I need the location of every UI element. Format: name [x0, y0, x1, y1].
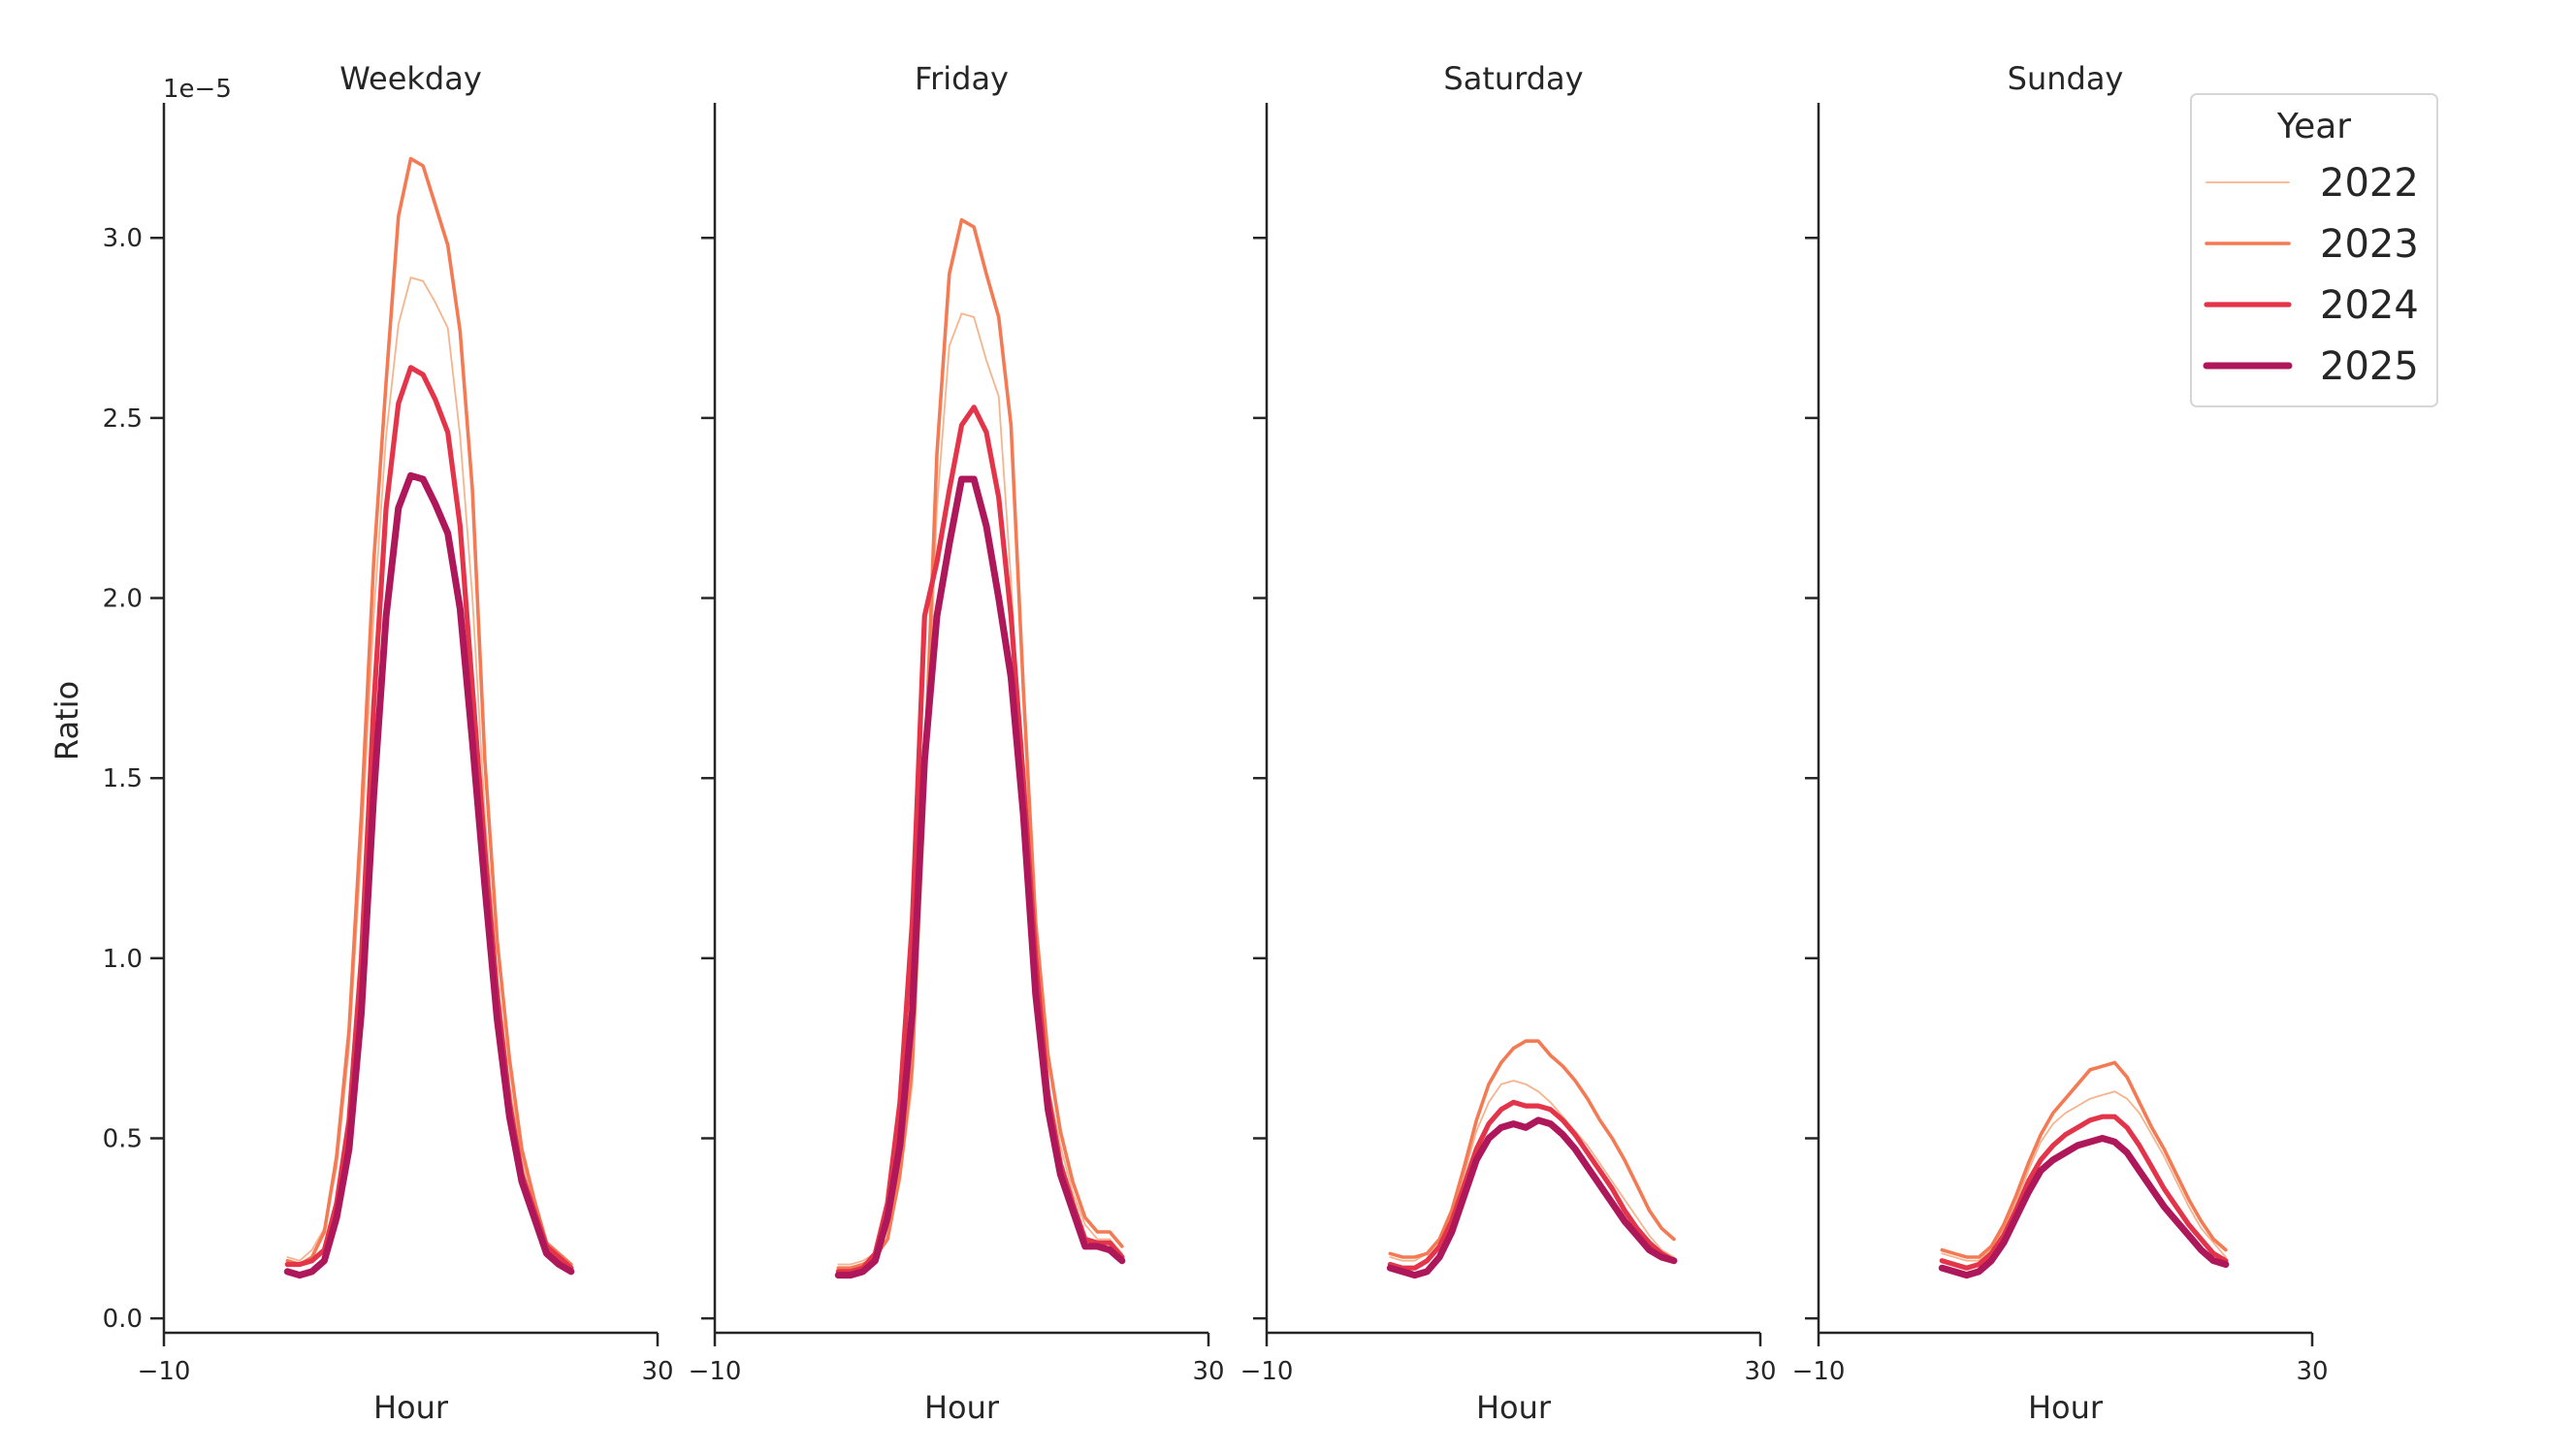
x-tick-label: 30 [1192, 1357, 1224, 1386]
series-line-saturday-2025 [1386, 1116, 1678, 1279]
series-line-sunday-2023 [1940, 1060, 2228, 1259]
panel-title: Sunday [2008, 60, 2124, 97]
y-offset-label: 1e−5 [163, 75, 232, 104]
y-tick-label: 2.0 [103, 585, 143, 614]
series-line-friday-2023 [836, 217, 1124, 1270]
series-line-friday-2024 [835, 404, 1125, 1275]
legend-label-2024: 2024 [2320, 283, 2419, 328]
series-line-saturday-2023 [1388, 1039, 1676, 1259]
x-tick-label: −10 [138, 1357, 191, 1386]
y-tick-label: 3.0 [103, 224, 143, 253]
series-line-friday-2022 [837, 312, 1123, 1266]
series-line-sunday-2025 [1938, 1135, 2230, 1279]
series-line-weekday-2022 [286, 276, 572, 1266]
series-line-weekday-2025 [283, 471, 575, 1279]
x-axis-label: Hour [1476, 1389, 1552, 1426]
x-tick-label: −10 [1792, 1357, 1846, 1386]
x-axis-label: Hour [2028, 1389, 2104, 1426]
series-line-weekday-2024 [284, 365, 574, 1271]
x-axis-label: Hour [373, 1389, 449, 1426]
y-tick-label: 1.0 [103, 945, 143, 974]
y-tick-label: 2.5 [103, 404, 143, 434]
panel-title: Friday [915, 60, 1009, 97]
y-tick-label: 0.5 [103, 1124, 143, 1153]
x-tick-label: 30 [1744, 1357, 1776, 1386]
legend-label-2022: 2022 [2320, 161, 2419, 206]
y-axis-label: Ratio [48, 681, 85, 760]
series-line-sunday-2022 [1941, 1090, 2227, 1262]
series-line-sunday-2024 [1939, 1114, 2229, 1271]
x-tick-label: −10 [689, 1357, 742, 1386]
series-line-weekday-2023 [285, 156, 573, 1267]
x-tick-label: 30 [2296, 1357, 2328, 1386]
x-tick-label: 30 [641, 1357, 673, 1386]
legend-label-2025: 2025 [2320, 344, 2419, 389]
series-line-friday-2025 [834, 475, 1126, 1279]
legend-title: Year [2276, 107, 2351, 146]
legend-label-2023: 2023 [2320, 222, 2419, 267]
y-tick-label: 1.5 [103, 764, 143, 793]
x-tick-label: −10 [1240, 1357, 1294, 1386]
panel-title: Weekday [339, 60, 482, 97]
panel-title: Saturday [1443, 60, 1583, 97]
legend-box [2190, 93, 2438, 407]
x-axis-label: Hour [924, 1389, 1000, 1426]
y-tick-label: 0.0 [103, 1305, 143, 1334]
series-line-saturday-2024 [1387, 1099, 1677, 1271]
